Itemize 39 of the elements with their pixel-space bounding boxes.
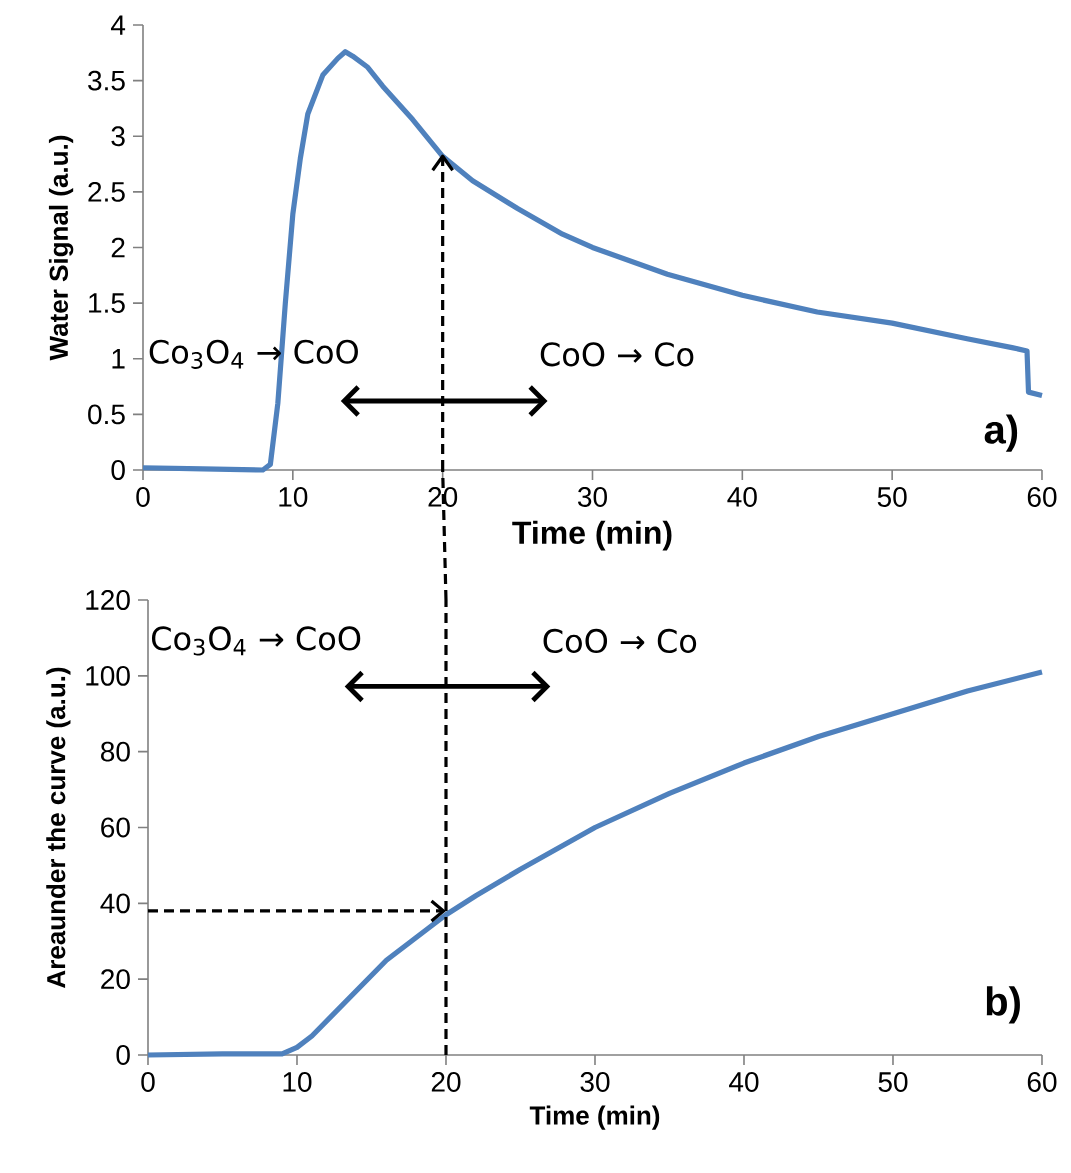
y-axis-title: Water Signal (a.u.) (48, 135, 74, 361)
y-tick-label: 100 (86, 665, 130, 686)
y-tick-label: 3.5 (88, 70, 125, 91)
x-tick-label: 0 (141, 1072, 155, 1092)
x-tick-label: 50 (877, 487, 907, 507)
y-tick-label: 3 (111, 126, 125, 147)
y-tick-label: 0 (111, 460, 125, 480)
annotation: CoO → Co (543, 628, 697, 654)
x-tick-label: 60 (1027, 1072, 1057, 1092)
y-axis-title: Areaunder the curve (a.u.) (46, 667, 71, 988)
x-tick-label: 30 (577, 487, 607, 507)
annotation: a) (984, 414, 1018, 452)
x-tick-label: 20 (431, 1072, 461, 1092)
y-tick-label: 1 (112, 349, 125, 369)
x-tick-label: 0 (136, 487, 150, 507)
x-tick-label: 40 (727, 487, 757, 507)
x-tick-label: 60 (1027, 487, 1057, 507)
y-tick-label: 0.5 (88, 404, 125, 425)
x-axis-title: Time (min) (529, 1105, 660, 1130)
x-tick-label: 40 (729, 1072, 759, 1092)
annotation: b) (986, 986, 1020, 1024)
x-axis-title: Time (min) (512, 520, 672, 551)
x-tick-label: 50 (878, 1072, 908, 1092)
y-tick-label: 120 (86, 590, 130, 610)
y-tick-label: 40 (100, 893, 130, 914)
x-tick-label: 30 (580, 1072, 610, 1092)
y-tick-label: 60 (101, 817, 130, 838)
y-tick-label: 80 (101, 741, 130, 762)
y-tick-label: 1.5 (89, 293, 125, 313)
y-tick-label: 0 (116, 1045, 130, 1065)
y-tick-label: 2 (111, 237, 125, 258)
x-tick-label: 20 (428, 487, 458, 507)
annotation: Co$_{3}$O$_{4}$ → CoO (151, 626, 361, 656)
annotation: CoO → Co (540, 342, 694, 367)
y-tick-label: 20 (101, 969, 130, 990)
y-tick-label: 4 (110, 15, 126, 35)
x-tick-label: 10 (279, 487, 308, 507)
y-tick-label: 2.5 (88, 181, 125, 202)
x-tick-label: 10 (283, 1072, 312, 1092)
